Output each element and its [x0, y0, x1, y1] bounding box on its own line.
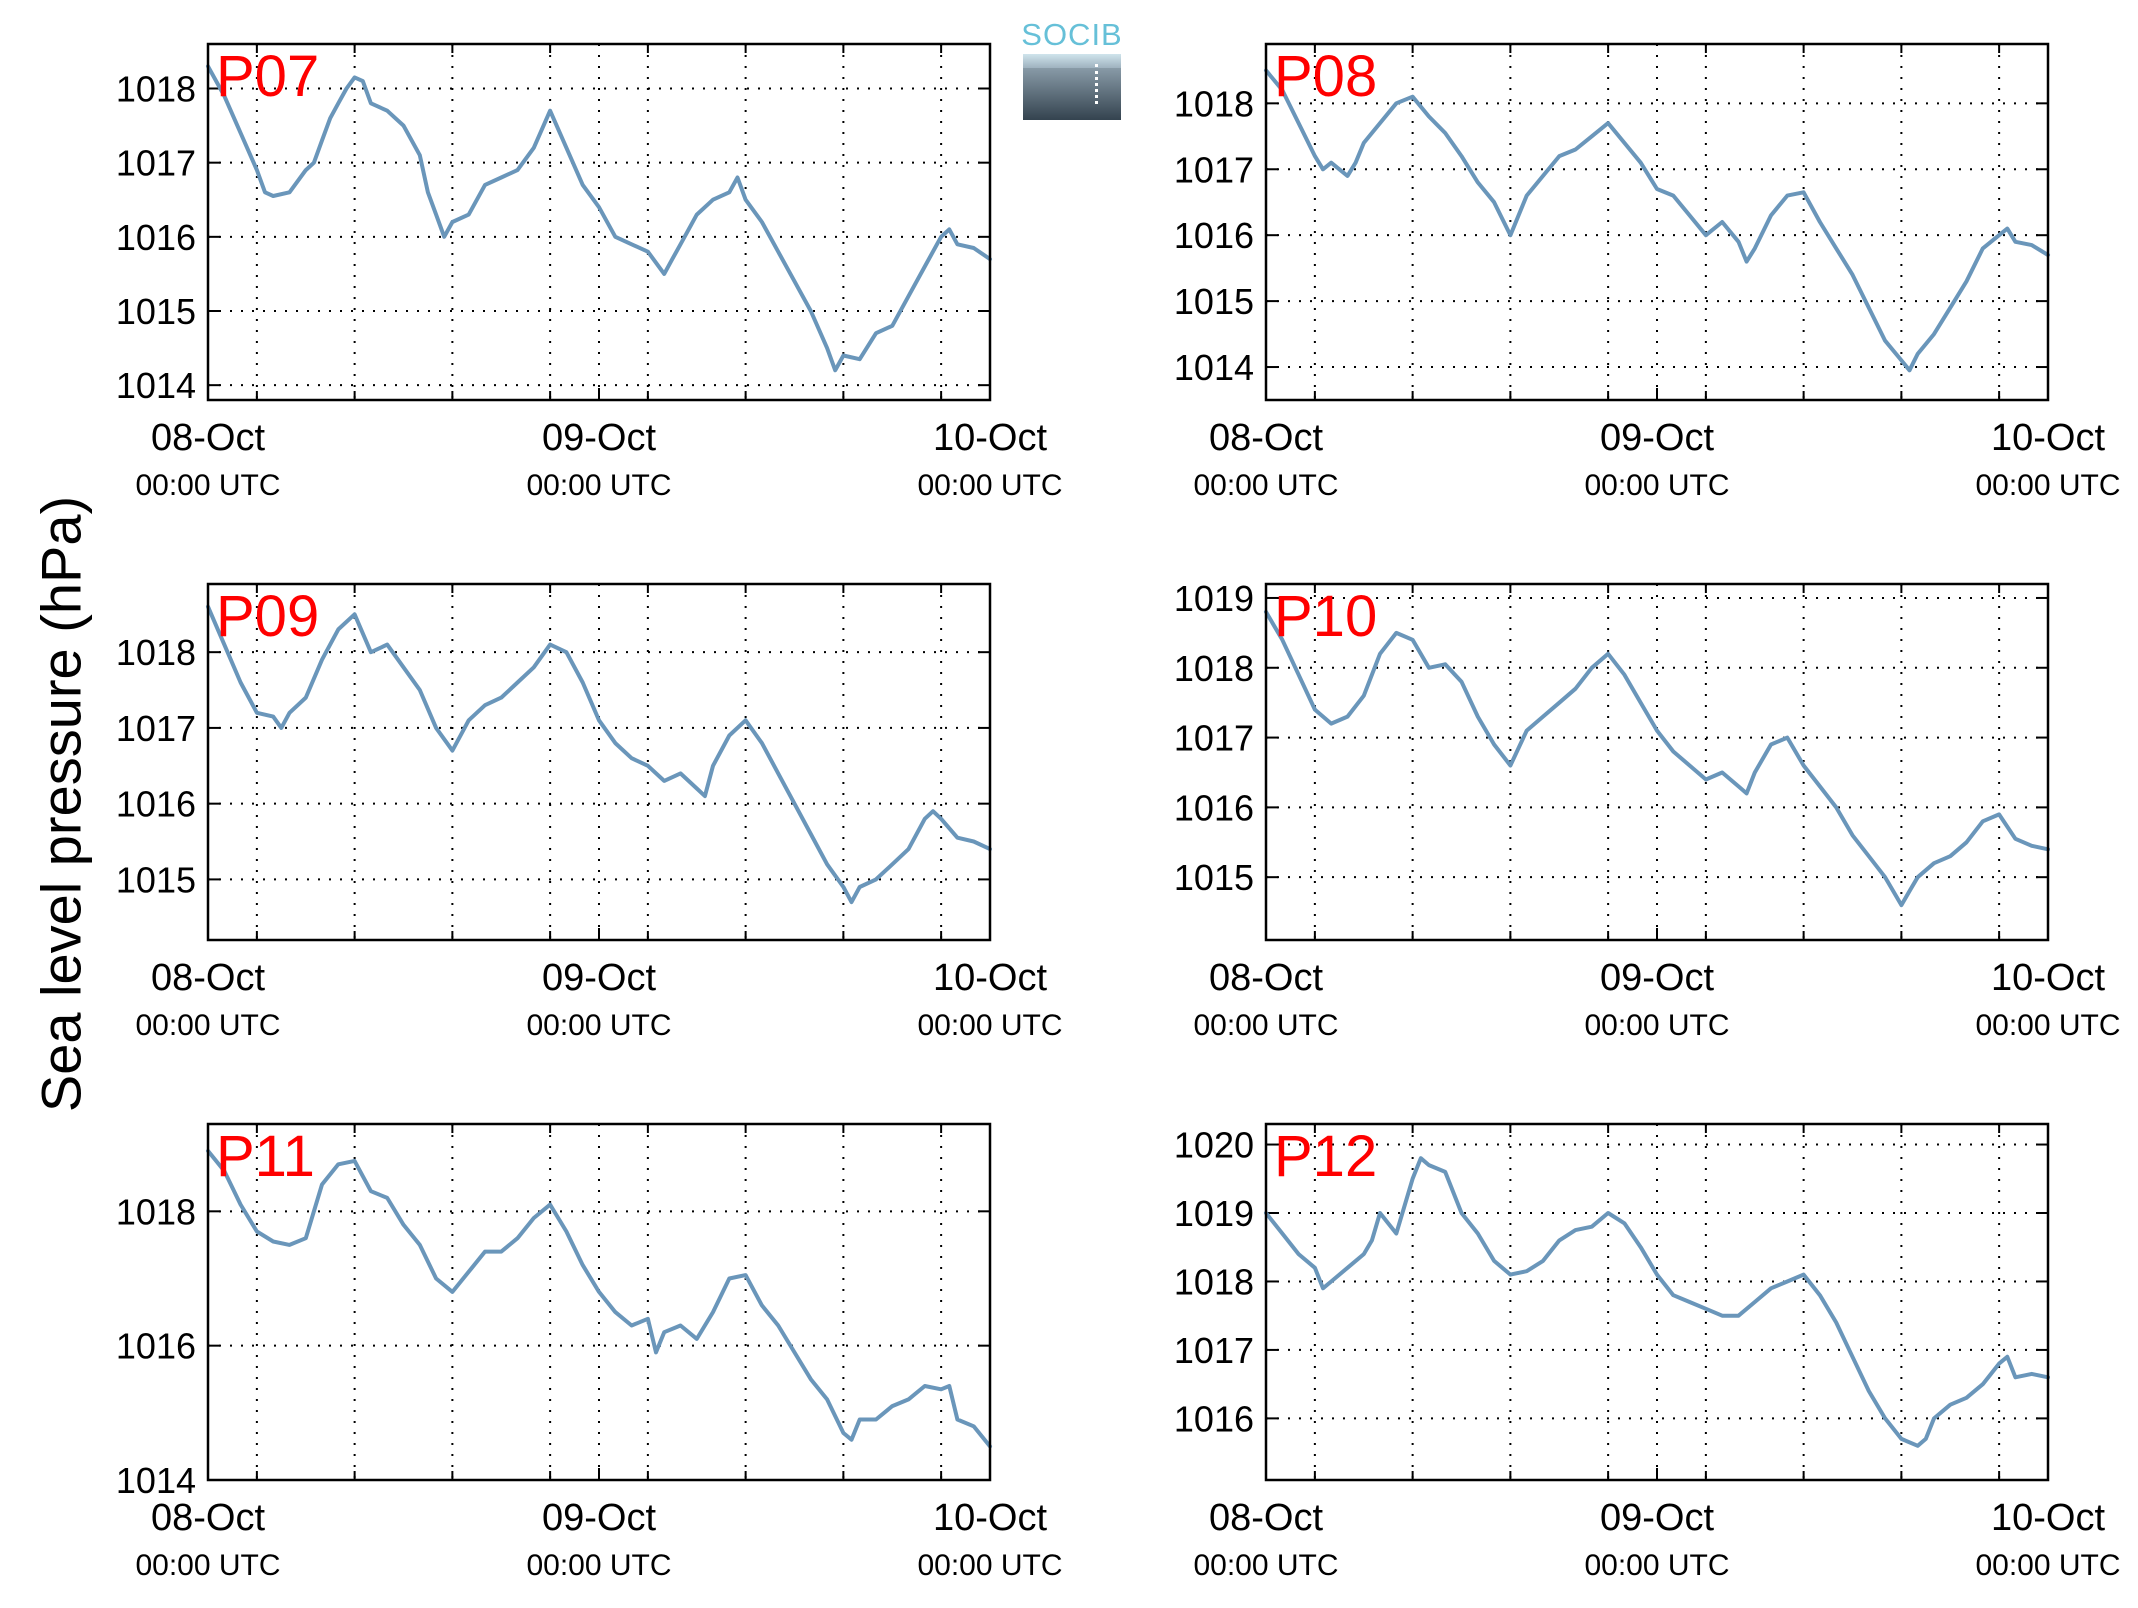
x-tick-label-time: 00:00 UTC: [1975, 469, 2120, 502]
y-tick-label: 1018: [116, 69, 196, 110]
plot-frame: [1264, 42, 2050, 402]
x-tick-label-date: 09-Oct: [542, 417, 656, 459]
y-tick-label: 1016: [116, 1326, 196, 1367]
x-tick-label-date: 08-Oct: [1209, 1497, 1323, 1539]
x-tick-label-time: 00:00 UTC: [135, 469, 280, 502]
series-line-p12: [1264, 1156, 2050, 1448]
x-tick-label-time: 00:00 UTC: [1193, 469, 1338, 502]
chart-panel-p09: 08-Oct 00:00 UTC 09-Oct 00:00 UTC 10-Oct 00:0…: [116, 582, 1063, 1042]
chart-panel-p12: 08-Oct 00:00 UTC 09-Oct 00:00 UTC 10-Oct 00:0…: [1174, 1122, 2121, 1582]
x-tick-label-date: 08-Oct: [1209, 417, 1323, 459]
x-tick-label-time: 00:00 UTC: [526, 1009, 671, 1042]
plot-frame: [206, 1122, 992, 1482]
series-line-p08: [1264, 68, 2050, 373]
plot-frame: [1264, 582, 2050, 942]
y-tick-label: 1015: [1174, 857, 1254, 898]
y-tick-label: 1014: [1174, 347, 1254, 388]
x-tick-label-time: 00:00 UTC: [917, 1549, 1062, 1582]
y-tick-label: 1018: [1174, 1261, 1254, 1302]
series-line-p10: [1264, 609, 2050, 908]
y-tick-label: 1018: [1174, 83, 1254, 124]
y-tick-label: 1018: [116, 1191, 196, 1232]
series-line-p07: [206, 64, 992, 373]
x-tick-label-time: 00:00 UTC: [526, 1549, 671, 1582]
y-tick-label: 1020: [1174, 1125, 1254, 1166]
x-tick-label-time: 00:00 UTC: [1584, 1009, 1729, 1042]
socib-logo: SOCIB: [1021, 18, 1123, 122]
y-tick-label: 1015: [116, 859, 196, 900]
x-tick-label-date: 09-Oct: [1600, 957, 1714, 999]
y-tick-label: 1016: [1174, 1398, 1254, 1439]
station-label: P07: [216, 44, 319, 109]
x-tick-label-time: 00:00 UTC: [1975, 1009, 2120, 1042]
x-tick-label-date: 10-Oct: [1991, 1497, 2105, 1539]
x-tick-label-time: 00:00 UTC: [135, 1549, 280, 1582]
x-tick-label-time: 00:00 UTC: [1975, 1549, 2120, 1582]
station-label: P10: [1274, 584, 1377, 649]
x-tick-label-date: 08-Oct: [1209, 957, 1323, 999]
y-tick-label: 1016: [116, 784, 196, 825]
chart-panel-p08: 08-Oct 00:00 UTC 09-Oct 00:00 UTC 10-Oct 00:0…: [1174, 42, 2121, 502]
x-tick-label-time: 00:00 UTC: [526, 469, 671, 502]
x-tick-label-time: 00:00 UTC: [1584, 469, 1729, 502]
x-tick-label-date: 10-Oct: [933, 1497, 1047, 1539]
y-tick-label: 1016: [116, 217, 196, 258]
series-line-p09: [206, 604, 992, 905]
chart-panel-p07: 08-Oct 00:00 UTC 09-Oct 00:00 UTC 10-Oct 00:0…: [116, 42, 1063, 502]
x-tick-label-date: 09-Oct: [1600, 1497, 1714, 1539]
y-tick-label: 1018: [116, 632, 196, 673]
y-tick-label: 1018: [1174, 648, 1254, 689]
x-tick-label-date: 09-Oct: [1600, 417, 1714, 459]
x-tick-label-time: 00:00 UTC: [1584, 1549, 1729, 1582]
y-tick-label: 1019: [1174, 578, 1254, 619]
y-tick-label: 1017: [1174, 149, 1254, 190]
station-label: P09: [216, 584, 319, 649]
station-label: P08: [1274, 44, 1377, 109]
x-tick-label-time: 00:00 UTC: [1193, 1009, 1338, 1042]
logo-wave-icon: [1023, 54, 1121, 120]
plot-frame: [206, 42, 992, 402]
y-tick-label: 1017: [116, 143, 196, 184]
plot-frame: [206, 582, 992, 942]
chart-panel-p10: 08-Oct 00:00 UTC 09-Oct 00:00 UTC 10-Oct 00:0…: [1174, 578, 2121, 1042]
station-label: P12: [1274, 1124, 1377, 1189]
chart-panel-p11: 08-Oct 00:00 UTC 09-Oct 00:00 UTC 10-Oct 00:0…: [116, 1122, 1063, 1582]
x-tick-label-date: 09-Oct: [542, 1497, 656, 1539]
y-tick-label: 1017: [1174, 1330, 1254, 1371]
y-tick-label: 1015: [116, 291, 196, 332]
x-tick-label-time: 00:00 UTC: [917, 1009, 1062, 1042]
x-tick-label-time: 00:00 UTC: [1193, 1549, 1338, 1582]
y-tick-label: 1017: [1174, 718, 1254, 759]
x-tick-label-date: 10-Oct: [1991, 417, 2105, 459]
x-tick-label-date: 08-Oct: [151, 957, 265, 999]
series-line-p11: [206, 1148, 992, 1449]
x-tick-label-date: 08-Oct: [151, 1497, 265, 1539]
x-tick-label-date: 09-Oct: [542, 957, 656, 999]
x-tick-label-date: 10-Oct: [933, 417, 1047, 459]
x-tick-label-date: 10-Oct: [933, 957, 1047, 999]
logo-text: SOCIB: [1021, 17, 1123, 52]
y-tick-label: 1014: [116, 1460, 196, 1501]
x-tick-label-date: 10-Oct: [1991, 957, 2105, 999]
x-tick-label-time: 00:00 UTC: [917, 469, 1062, 502]
plot-frame: [1264, 1122, 2050, 1482]
station-label: P11: [216, 1124, 315, 1189]
x-tick-label-date: 08-Oct: [151, 417, 265, 459]
y-tick-label: 1014: [116, 365, 196, 406]
y-tick-label: 1016: [1174, 787, 1254, 828]
y-tick-label: 1016: [1174, 215, 1254, 256]
x-tick-label-time: 00:00 UTC: [135, 1009, 280, 1042]
y-tick-label: 1019: [1174, 1193, 1254, 1234]
y-tick-label: 1017: [116, 708, 196, 749]
y-tick-label: 1015: [1174, 281, 1254, 322]
